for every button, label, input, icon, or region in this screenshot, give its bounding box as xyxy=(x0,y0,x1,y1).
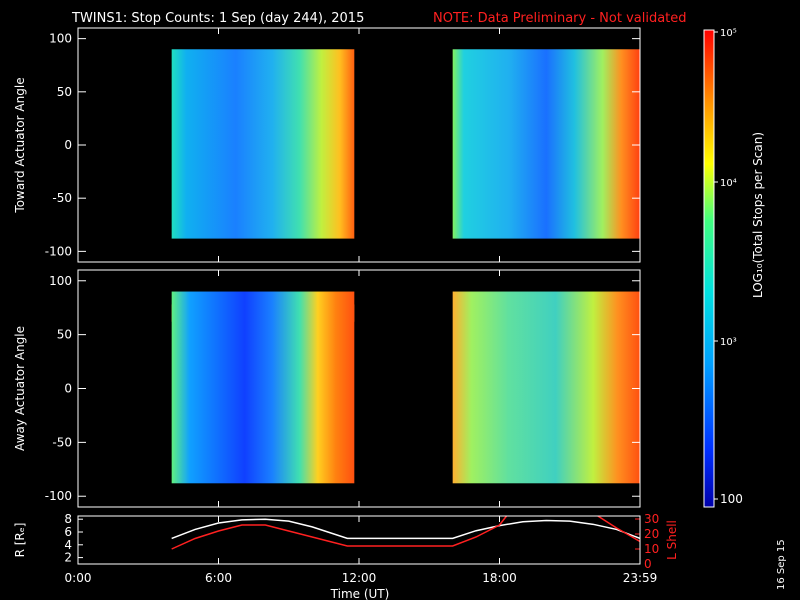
toward-y-axis-label: Toward Actuator Angle xyxy=(13,77,27,213)
chart-title: TWINS1: Stop Counts: 1 Sep (day 244), 20… xyxy=(71,11,364,26)
preliminary-note: NOTE: Data Preliminary - Not validated xyxy=(433,11,687,26)
colorbar: 10⁵ 10⁴ 10³ 100 LOG₁₀(Total Stops per Scan) xyxy=(703,28,765,508)
l-shell-tick-label: 10 xyxy=(644,542,659,556)
colorbar-tick-label: 10⁵ xyxy=(720,28,737,39)
l-shell-tick-label: 0 xyxy=(644,557,652,571)
y-tick-label: 100 xyxy=(49,32,72,46)
colorbar-ticks: 10⁵ 10⁴ 10³ 100 xyxy=(714,28,743,506)
away-actuator-panel: 100 50 0 -50 -100 Away Actuator Angle xyxy=(13,269,641,508)
orbit-panel-frame xyxy=(77,515,641,565)
radius-axis-label: R [Rₑ] xyxy=(13,523,27,558)
colorbar-gradient xyxy=(703,29,715,508)
x-tick-label: 18:00 xyxy=(482,571,517,585)
y-tick-label: 0 xyxy=(64,382,72,396)
y-tick-label: 50 xyxy=(57,328,72,342)
x-tick-label: 6:00 xyxy=(205,571,232,585)
colorbar-tick-label: 10⁴ xyxy=(720,178,737,189)
colorbar-label: LOG₁₀(Total Stops per Scan) xyxy=(751,132,765,298)
radius-tick-label: 8 xyxy=(64,512,72,526)
away-data-block-2 xyxy=(452,291,640,484)
colorbar-tick-label: 100 xyxy=(720,492,743,506)
y-tick-label: -100 xyxy=(45,489,72,503)
away-data-block-1 xyxy=(171,291,355,484)
toward-data-block-2 xyxy=(452,49,640,239)
y-tick-label: 100 xyxy=(49,274,72,288)
y-tick-label: 50 xyxy=(57,85,72,99)
date-stamp: 16 Sep 15 xyxy=(776,539,787,590)
toward-data-block-1 xyxy=(171,49,355,239)
radius-tick-label: 4 xyxy=(64,538,72,552)
toward-actuator-panel: 100 50 0 -50 -100 Toward Actuator Angle xyxy=(13,27,641,263)
radius-tick-label: 2 xyxy=(64,551,72,565)
orbit-series-line xyxy=(171,518,641,540)
y-tick-label: -100 xyxy=(45,244,72,258)
orbit-series-line xyxy=(171,515,508,550)
l-shell-axis-label: L Shell xyxy=(665,520,679,560)
x-tick-label: 23:59 xyxy=(623,571,658,585)
orbit-series-line xyxy=(597,515,641,543)
away-y-ticks: 100 50 0 -50 -100 xyxy=(45,274,640,503)
toward-y-ticks: 100 50 0 -50 -100 xyxy=(45,32,640,258)
away-y-axis-label: Away Actuator Angle xyxy=(13,326,27,451)
x-axis-ticks: 0:00 6:00 12:00 18:00 23:59 xyxy=(65,28,658,585)
colorbar-tick-label: 10³ xyxy=(720,337,737,348)
l-shell-tick-label: 30 xyxy=(644,512,659,526)
x-tick-label: 0:00 xyxy=(65,571,92,585)
y-tick-label: -50 xyxy=(52,435,72,449)
radius-tick-label: 6 xyxy=(64,525,72,539)
orbit-lines xyxy=(171,515,641,550)
x-tick-label: 12:00 xyxy=(342,571,377,585)
l-shell-tick-label: 20 xyxy=(644,527,659,541)
y-tick-label: 0 xyxy=(64,138,72,152)
y-tick-label: -50 xyxy=(52,191,72,205)
x-axis-label: Time (UT) xyxy=(330,587,390,600)
